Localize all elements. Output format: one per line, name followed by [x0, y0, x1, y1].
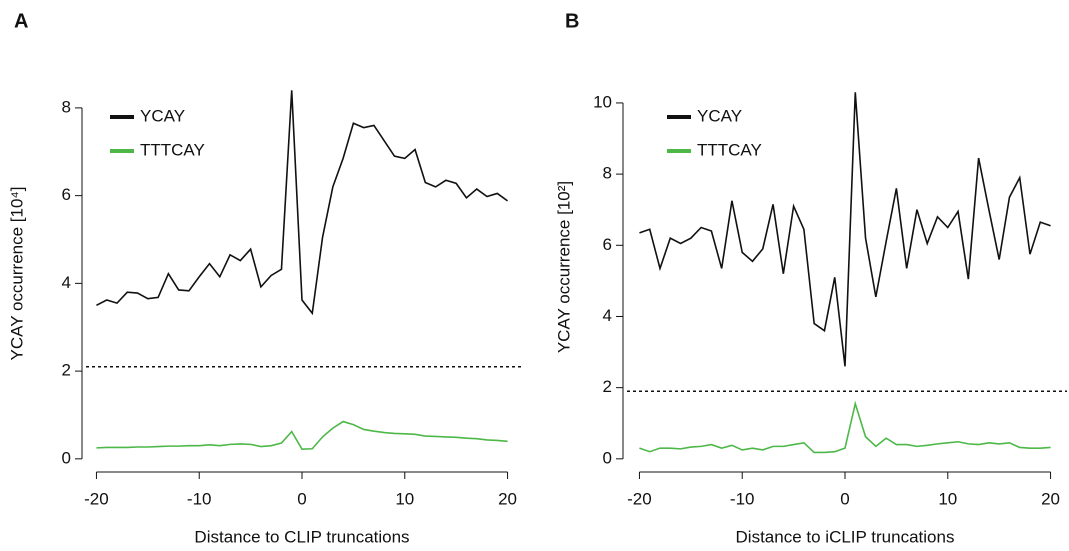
- data-line: [96, 420, 508, 451]
- legend-label: TTTCAY: [697, 140, 762, 159]
- x-axis-title: Distance to iCLIP truncations: [736, 527, 955, 546]
- x-tick-label: 10: [395, 489, 414, 508]
- y-tick-label: 8: [62, 97, 71, 116]
- data-line: [96, 90, 509, 316]
- x-tick-label: 0: [840, 489, 849, 508]
- y-tick-label: 4: [603, 306, 612, 325]
- x-tick-label: 10: [938, 489, 957, 508]
- x-tick-label: -10: [730, 489, 755, 508]
- y-tick-label: 4: [62, 273, 71, 292]
- y-axis-title: YCAY occurrence [10²]: [554, 181, 573, 353]
- x-tick-label: -20: [627, 489, 652, 508]
- y-tick-label: 0: [603, 448, 612, 467]
- x-tick-label: -20: [84, 489, 109, 508]
- y-tick-label: 2: [62, 361, 71, 380]
- y-tick-label: 10: [593, 92, 612, 111]
- y-tick-label: 8: [603, 164, 612, 183]
- data-line: [639, 92, 1051, 367]
- y-axis-title: YCAY occurrence [10⁴]: [7, 187, 26, 361]
- x-tick-label: 0: [297, 489, 306, 508]
- panel-label: B: [565, 10, 579, 32]
- legend-label: TTTCAY: [140, 140, 205, 159]
- y-tick-label: 0: [62, 448, 71, 467]
- legend-label: YCAY: [140, 106, 185, 125]
- x-tick-label: 20: [1041, 489, 1060, 508]
- x-tick-label: 20: [498, 489, 517, 508]
- y-tick-label: 2: [603, 377, 612, 396]
- x-tick-label: -10: [187, 489, 212, 508]
- y-tick-label: 6: [62, 185, 71, 204]
- panel-label: A: [14, 10, 28, 32]
- legend-label: YCAY: [697, 106, 742, 125]
- x-axis-title: Distance to CLIP truncations: [194, 527, 409, 546]
- y-tick-label: 6: [603, 235, 612, 254]
- data-line: [639, 400, 1051, 454]
